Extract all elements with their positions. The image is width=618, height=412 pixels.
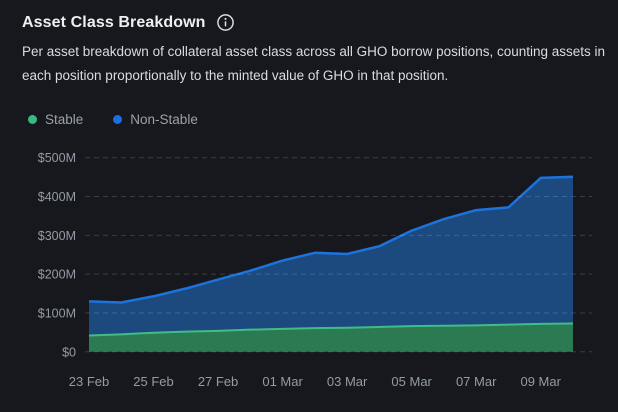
legend-item-stable[interactable]: Stable bbox=[28, 112, 83, 127]
area-non-stable[interactable] bbox=[89, 176, 573, 336]
legend-item-non-stable[interactable]: Non-Stable bbox=[113, 112, 198, 127]
x-tick-label: 25 Feb bbox=[133, 374, 173, 389]
area-stable[interactable] bbox=[89, 323, 573, 352]
card-header: Asset Class Breakdown bbox=[22, 13, 235, 32]
page-title: Asset Class Breakdown bbox=[22, 13, 206, 31]
y-tick-label: $100M bbox=[38, 306, 76, 320]
x-axis-labels: 23 Feb 25 Feb 27 Feb 01 Mar 03 Mar 05 Mar 07 M… bbox=[69, 374, 562, 389]
legend-dot-icon bbox=[28, 115, 37, 124]
y-tick-label: $200M bbox=[38, 268, 76, 282]
gridlines bbox=[85, 157, 592, 353]
y-tick-label: $500M bbox=[38, 151, 76, 165]
y-tick-label: $0 bbox=[62, 345, 76, 359]
legend-label: Non-Stable bbox=[130, 112, 198, 127]
line-non-stable bbox=[88, 175, 574, 304]
x-tick-label: 27 Feb bbox=[198, 374, 238, 389]
x-tick-label: 23 Feb bbox=[69, 374, 109, 389]
card-description: Per asset breakdown of collateral asset … bbox=[22, 44, 606, 83]
x-tick-label: 09 Mar bbox=[520, 374, 561, 389]
info-icon-glyph bbox=[216, 14, 234, 31]
y-axis-labels: $0 $100M $200M $300M $400M $500M bbox=[38, 151, 76, 359]
chart-areas[interactable] bbox=[88, 175, 574, 352]
y-tick-label: $300M bbox=[38, 229, 76, 243]
x-tick-label: 03 Mar bbox=[327, 374, 368, 389]
legend-label: Stable bbox=[45, 112, 84, 127]
y-tick-label: $400M bbox=[38, 190, 76, 204]
x-tick-label: 01 Mar bbox=[262, 374, 303, 389]
line-stable bbox=[88, 322, 574, 337]
legend-dot-icon bbox=[113, 115, 123, 124]
x-tick-label: 05 Mar bbox=[391, 374, 432, 389]
stacked-area-chart[interactable]: $0 $100M $200M $300M $400M $500M 23 Feb 25 Feb 2… bbox=[0, 140, 618, 412]
x-tick-label: 07 Mar bbox=[456, 374, 497, 389]
info-icon[interactable] bbox=[216, 13, 235, 32]
chart-legend: Stable Non-Stable bbox=[28, 112, 198, 127]
